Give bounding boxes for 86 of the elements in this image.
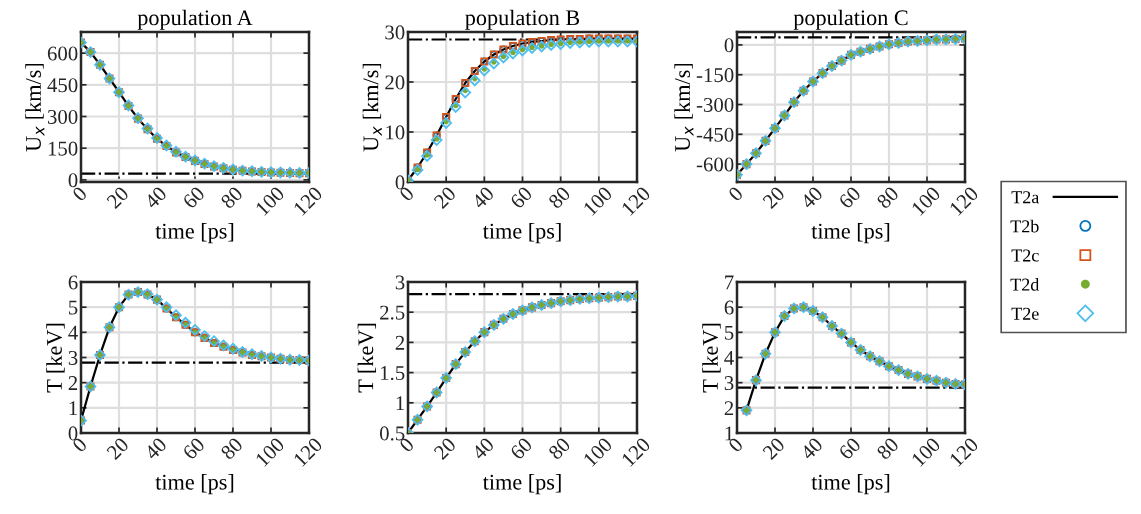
y-tick-label: 600 xyxy=(47,46,78,61)
y-axis-title: T [keV] xyxy=(357,323,377,393)
y-tick-label: 3 xyxy=(395,275,405,290)
x-tick-label: 20 xyxy=(762,436,786,461)
x-tick-label: 40 xyxy=(471,185,495,210)
legend-label: T2c xyxy=(1011,249,1039,262)
y-tick-label: 20 xyxy=(385,75,405,90)
x-tick-label: 60 xyxy=(509,436,533,461)
y-tick-label: -150 xyxy=(696,68,734,83)
y-tick-label: 0 xyxy=(68,173,78,188)
x-tick-label: 40 xyxy=(799,185,824,210)
y-tick-label: 3 xyxy=(68,350,78,365)
y-tick-label: 3 xyxy=(724,376,734,391)
y-tick-label: 1.5 xyxy=(381,366,405,381)
x-tick-label: 80 xyxy=(547,436,572,461)
x-tick-label: 80 xyxy=(875,185,900,210)
x-tick-label: 80 xyxy=(547,185,572,210)
x-axis-title: time [ps] xyxy=(811,474,890,495)
x-axis-title: time [ps] xyxy=(811,223,890,244)
x-tick-label: 120 xyxy=(620,185,652,216)
x-tick-label: 80 xyxy=(219,185,244,210)
x-tick-label: 100 xyxy=(582,185,614,216)
y-tick-label: -300 xyxy=(696,97,734,112)
x-tick-label: 100 xyxy=(910,185,942,216)
x-tick-label: 120 xyxy=(620,436,652,467)
x-tick-label: 20 xyxy=(433,185,457,210)
legend-label: T2d xyxy=(1010,277,1040,291)
x-tick-label: 120 xyxy=(292,436,324,467)
legend-label: T2a xyxy=(1011,191,1040,204)
y-tick-label: -600 xyxy=(696,157,734,172)
y-axis-title: T [keV] xyxy=(702,323,721,393)
y-tick-label: 6 xyxy=(724,300,734,315)
x-tick-label: 100 xyxy=(254,436,286,467)
x-axis-title: time [ps] xyxy=(482,474,561,495)
x-axis-title: time [ps] xyxy=(482,223,561,244)
x-tick-label: 40 xyxy=(799,436,824,461)
x-tick-label: 20 xyxy=(762,185,786,210)
y-axis-title: U$_{x}$ [km/s] xyxy=(362,63,382,152)
y-tick-label: 6 xyxy=(68,275,78,290)
x-tick-label: 60 xyxy=(838,185,862,210)
y-axis-title: T [keV] xyxy=(46,323,65,393)
y-tick-label: 5 xyxy=(69,300,78,315)
x-tick-label: 120 xyxy=(292,185,324,216)
y-tick-label: 300 xyxy=(47,109,78,124)
x-tick-label: 60 xyxy=(838,436,862,461)
y-tick-label: 1 xyxy=(396,396,404,411)
x-tick-label: 100 xyxy=(582,436,614,467)
chart-title: population A xyxy=(137,9,253,30)
x-tick-label: 60 xyxy=(509,185,533,210)
x-tick-label: 40 xyxy=(143,185,168,210)
x-tick-label: 40 xyxy=(143,436,168,461)
legend-label: T2e xyxy=(1011,307,1039,320)
legend-label: T2b xyxy=(1010,219,1039,233)
x-tick-label: 120 xyxy=(948,436,980,467)
chart-title: population C xyxy=(793,9,908,30)
x-tick-label: 120 xyxy=(948,185,980,216)
y-tick-label: 5 xyxy=(725,325,734,340)
y-tick-label: 4 xyxy=(724,351,734,365)
y-tick-label: 30 xyxy=(385,25,405,40)
y-tick-label: 1 xyxy=(69,401,77,416)
x-tick-label: 80 xyxy=(875,436,900,461)
y-tick-label: 2 xyxy=(724,401,734,416)
y-tick-label: 2.5 xyxy=(380,305,405,320)
y-tick-label: 0 xyxy=(724,38,734,53)
y-tick-label: 7 xyxy=(725,275,734,290)
x-tick-label: 80 xyxy=(219,436,244,461)
x-tick-label: 60 xyxy=(182,436,206,461)
y-tick-label: 2 xyxy=(395,335,405,350)
y-tick-label: 2 xyxy=(68,376,78,390)
x-tick-label: 20 xyxy=(433,436,457,461)
chart-title: population B xyxy=(465,9,580,30)
x-tick-label: 60 xyxy=(182,185,206,210)
x-axis-title: time [ps] xyxy=(155,223,234,244)
y-tick-label: 4 xyxy=(68,325,78,340)
y-tick-label: 10 xyxy=(386,125,405,140)
y-tick-label: -450 xyxy=(696,127,734,142)
y-axis-title: U$_{x}$ [km/s] xyxy=(25,63,45,152)
x-tick-label: 20 xyxy=(106,436,130,461)
y-axis-title: U$_{x}$ [km/s] xyxy=(674,63,694,152)
x-axis-title: time [ps] xyxy=(155,474,234,495)
x-tick-label: 100 xyxy=(910,436,942,467)
x-tick-label: 20 xyxy=(106,185,130,210)
x-tick-label: 40 xyxy=(471,436,495,461)
y-tick-label: 450 xyxy=(47,78,78,93)
y-tick-label: 150 xyxy=(48,141,78,156)
x-tick-label: 100 xyxy=(254,185,286,216)
